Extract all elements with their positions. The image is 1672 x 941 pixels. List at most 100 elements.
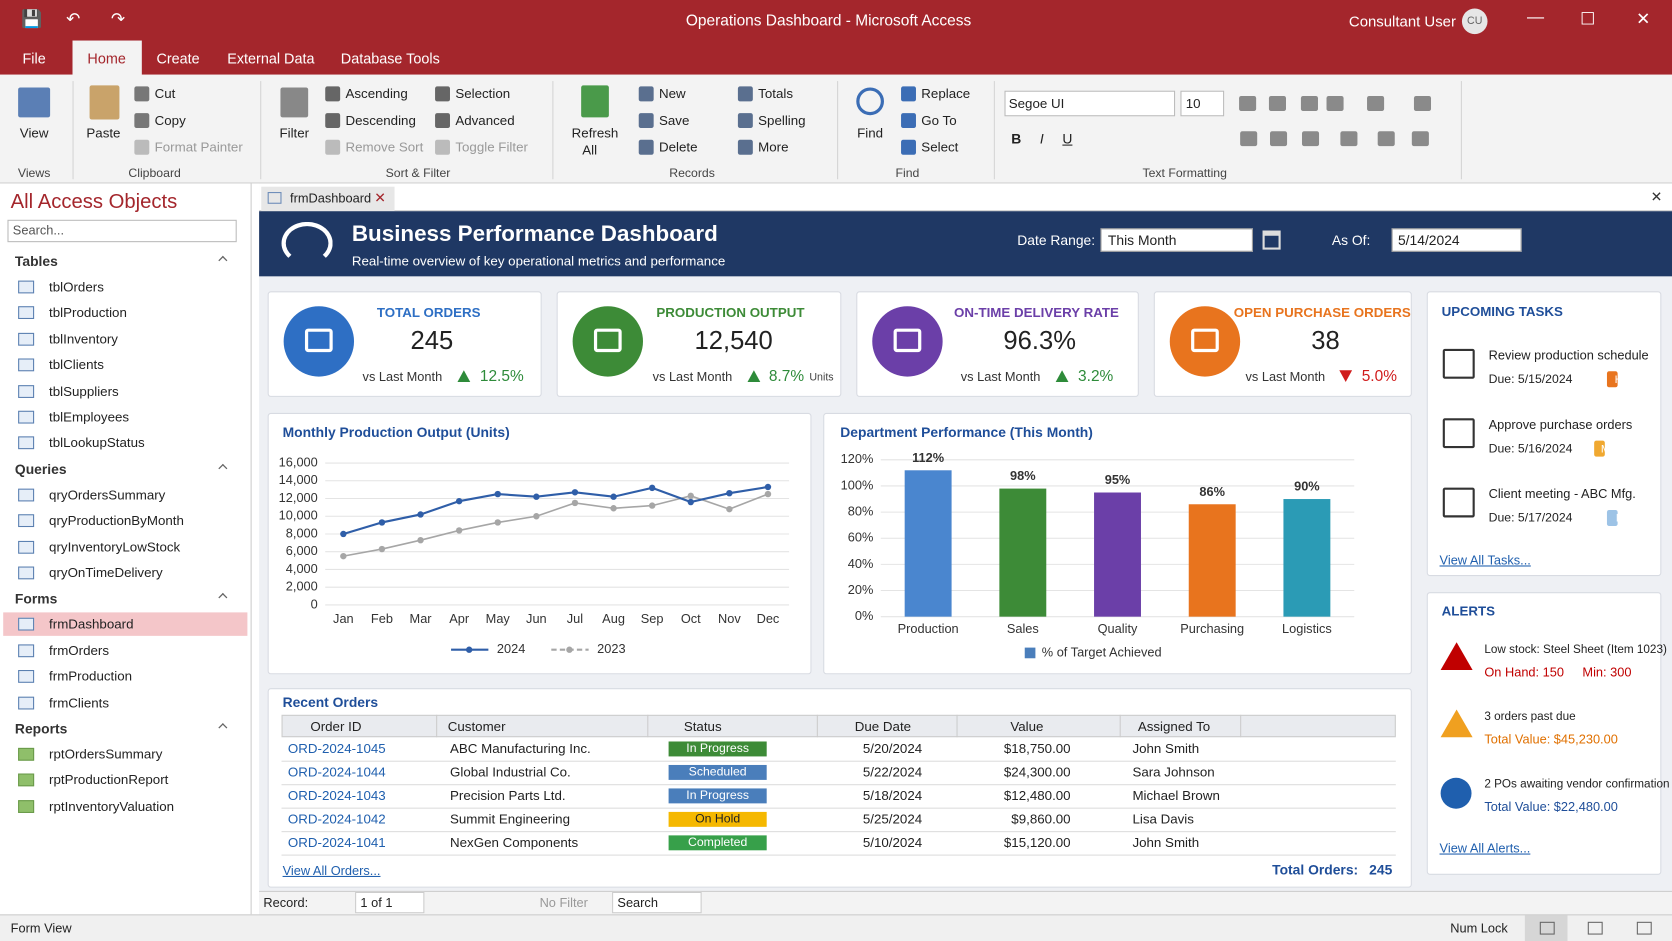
qat-button[interactable]: ↶ — [66, 10, 81, 29]
view-button[interactable] — [1539, 921, 1555, 935]
window-control[interactable]: ✕ — [1636, 10, 1651, 29]
order-id-link[interactable]: ORD-2024-1045 — [287, 741, 386, 757]
series-line — [343, 493, 769, 557]
nav-group-header[interactable]: Reports — [14, 720, 68, 737]
record-position-box[interactable] — [355, 891, 425, 914]
ribbon-button[interactable]: Cut — [154, 86, 176, 102]
qat-button[interactable]: 💾 — [21, 10, 43, 29]
doc-tab[interactable] — [261, 186, 395, 212]
size-box[interactable] — [1180, 90, 1225, 117]
format-button[interactable]: U — [1062, 130, 1073, 147]
nav-item[interactable]: tblEmployees — [49, 409, 130, 425]
nav-item[interactable]: tblLookupStatus — [49, 435, 145, 451]
format-button[interactable]: I — [1039, 130, 1044, 147]
search-box[interactable] — [612, 891, 702, 914]
view-button-active[interactable] — [1524, 915, 1568, 941]
ribbon-button[interactable]: Spelling — [758, 113, 806, 129]
as-of-input[interactable] — [1391, 228, 1522, 252]
doc-tab-close[interactable]: ✕ — [374, 189, 386, 206]
order-id-link[interactable]: ORD-2024-1041 — [287, 835, 386, 851]
object-icon — [18, 514, 35, 528]
order-id-link[interactable]: ORD-2024-1043 — [287, 788, 386, 804]
ribbon-button[interactable]: Replace — [921, 86, 971, 102]
ribbon-button[interactable]: Remove Sort — [345, 139, 424, 155]
ribbon-tab[interactable]: Database Tools — [340, 50, 440, 67]
alert-detail: On Hand: 150 — [1484, 664, 1565, 680]
order-id-link[interactable]: ORD-2024-1044 — [287, 764, 386, 780]
ribbon-tab[interactable]: File — [22, 50, 46, 67]
filter-status[interactable]: No Filter — [539, 895, 588, 911]
nav-item[interactable]: qryInventoryLowStock — [49, 539, 181, 555]
nav-item[interactable]: frmOrders — [49, 643, 110, 659]
ribbon-button[interactable]: Toggle Filter — [455, 139, 528, 155]
nav-item[interactable]: qryProductionByMonth — [49, 513, 184, 529]
ribbon-button[interactable]: Save — [658, 113, 690, 129]
status-bar — [0, 914, 1672, 941]
ribbon-tab[interactable]: Home — [87, 50, 126, 67]
view-all-link[interactable]: View All Tasks... — [1439, 552, 1531, 568]
ribbon-button[interactable]: Paste — [86, 125, 121, 141]
nav-item[interactable]: qryOrdersSummary — [49, 487, 166, 503]
date-range-select[interactable] — [1100, 228, 1253, 252]
view-button[interactable] — [1587, 921, 1603, 935]
ribbon-icon — [134, 86, 150, 102]
ribbon-button[interactable]: Refresh — [571, 125, 619, 141]
task-title[interactable]: Review production schedule — [1488, 347, 1649, 363]
ribbon-button[interactable]: More — [758, 139, 789, 155]
nav-group-header[interactable]: Forms — [14, 590, 58, 607]
y-tick-label: 10,000 — [279, 508, 318, 523]
nav-item[interactable]: tblSuppliers — [49, 383, 119, 399]
ribbon-button[interactable]: Delete — [658, 139, 698, 155]
order-id-link[interactable]: ORD-2024-1042 — [287, 811, 386, 827]
customer: ABC Manufacturing Inc. — [449, 741, 591, 757]
ribbon-button[interactable]: Selection — [455, 86, 511, 102]
format-icon — [1340, 131, 1358, 147]
ribbon-button[interactable]: Descending — [345, 113, 416, 129]
view-all-link[interactable]: View All Orders... — [282, 863, 381, 879]
nav-item[interactable]: tblProduction — [49, 305, 127, 321]
window-control[interactable]: — — [1526, 8, 1545, 27]
nav-search[interactable] — [7, 219, 237, 243]
format-button[interactable]: B — [1011, 130, 1022, 147]
kpi-value: 96.3% — [1003, 326, 1076, 356]
ribbon-button[interactable]: New — [658, 86, 686, 102]
view-button[interactable] — [1636, 921, 1652, 935]
nav-item[interactable]: frmClients — [49, 695, 110, 711]
nav-item[interactable]: rptOrdersSummary — [49, 746, 163, 762]
nav-item[interactable]: tblClients — [49, 357, 104, 373]
doc-close[interactable]: ✕ — [1650, 188, 1663, 205]
kpi-change: 12.5% — [479, 368, 524, 386]
ribbon-button[interactable]: View — [19, 125, 49, 141]
ribbon-button[interactable]: Totals — [758, 86, 793, 102]
ribbon-button[interactable]: Format Painter — [154, 139, 243, 155]
ribbon-button[interactable]: Ascending — [345, 86, 408, 102]
nav-item[interactable]: tblOrders — [49, 279, 104, 295]
task-title[interactable]: Client meeting - ABC Mfg. — [1488, 486, 1636, 502]
task-title[interactable]: Approve purchase orders — [1488, 417, 1633, 433]
ribbon-button[interactable]: Find — [857, 125, 884, 141]
nav-item[interactable]: rptInventoryValuation — [49, 798, 175, 814]
nav-item[interactable]: frmDashboard — [49, 617, 134, 633]
nav-group-header[interactable]: Queries — [14, 461, 67, 478]
qat-button[interactable]: ↷ — [110, 10, 126, 29]
format-icon — [1413, 96, 1432, 111]
ribbon-tab[interactable]: Create — [156, 50, 200, 67]
ribbon-button[interactable]: Filter — [279, 125, 310, 141]
view-all-link[interactable]: View All Alerts... — [1439, 840, 1531, 856]
ribbon-button[interactable]: Select — [921, 139, 959, 155]
window-control[interactable]: ☐ — [1580, 10, 1596, 29]
ribbon-button[interactable]: Go To — [921, 113, 957, 129]
ribbon-button[interactable]: Advanced — [455, 113, 515, 129]
nav-item[interactable]: tblInventory — [49, 331, 118, 347]
nav-item[interactable]: frmProduction — [49, 669, 133, 685]
x-tick-label: Jan — [333, 611, 354, 626]
ribbon-tab[interactable]: External Data — [227, 50, 315, 67]
nav-group-header[interactable]: Tables — [14, 253, 58, 270]
font-box[interactable] — [1004, 90, 1176, 117]
doc-tab-label[interactable]: frmDashboard — [290, 190, 372, 206]
nav-item[interactable]: qryOnTimeDelivery — [49, 565, 163, 581]
calendar-button[interactable] — [1262, 230, 1281, 250]
ribbon-button[interactable]: Copy — [154, 113, 186, 129]
nav-item[interactable]: rptProductionReport — [49, 772, 169, 788]
ribbon-button[interactable]: All — [582, 142, 598, 158]
